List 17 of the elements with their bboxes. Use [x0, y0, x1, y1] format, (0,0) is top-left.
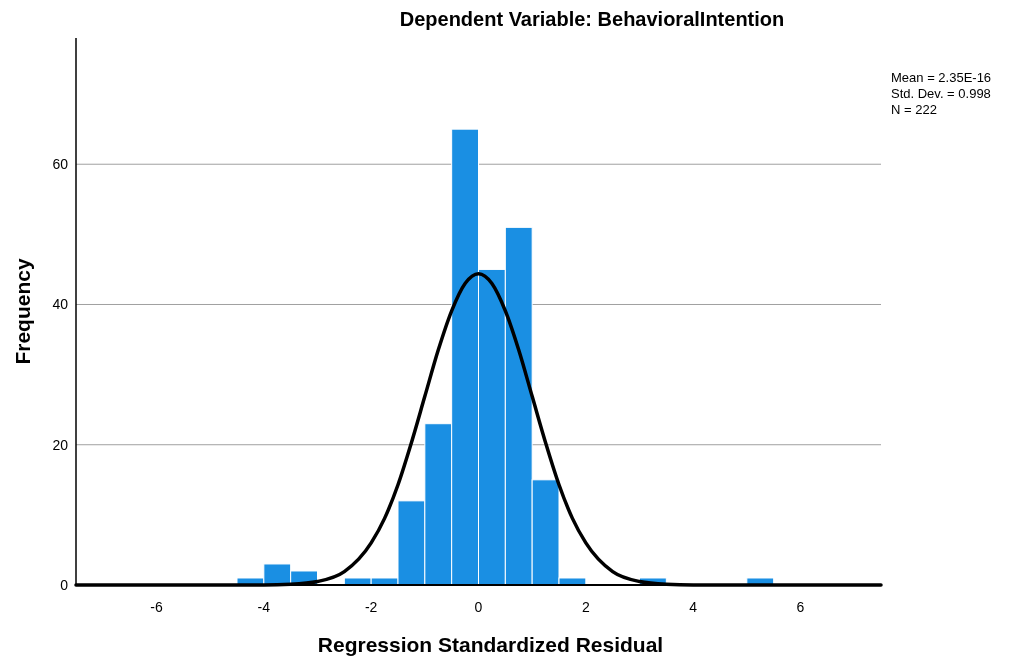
x-tick-label: 2: [581, 599, 590, 615]
x-tick-label: 0: [474, 599, 483, 615]
x-tick-label: 6: [796, 599, 805, 615]
x-tick-label: -6: [150, 599, 163, 615]
text: Mean = 2.35E-16: [891, 70, 992, 85]
text: N = 222: [891, 102, 937, 117]
y-tick-label: 0: [60, 577, 69, 593]
y-tick-label: 60: [52, 156, 69, 173]
x-tick-label: 4: [689, 599, 698, 615]
x-axis-title: Regression Standardized Residual: [317, 633, 664, 656]
y-tick-label: 20: [52, 436, 69, 453]
text: Std. Dev. = 0.998: [891, 86, 991, 101]
chart-title: Dependent Variable: BehavioralIntention: [399, 8, 785, 30]
y-axis-title: Frequency: [11, 258, 34, 365]
x-tick-label: -2: [364, 599, 378, 615]
x-tick-label: -4: [257, 599, 271, 615]
y-tick-label: 40: [52, 296, 69, 313]
